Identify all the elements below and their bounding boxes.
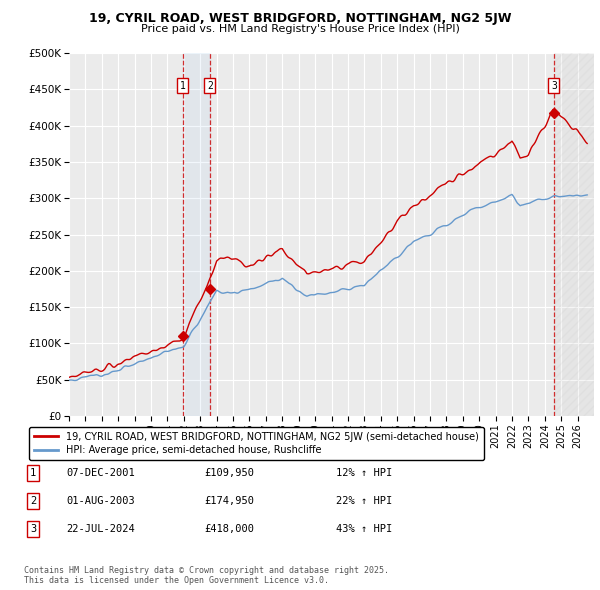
Text: 2: 2 (30, 496, 36, 506)
Text: 2: 2 (207, 81, 213, 91)
Text: 1: 1 (30, 468, 36, 478)
Bar (182, 53, 210, 416)
Text: £174,950: £174,950 (204, 496, 254, 506)
Text: 1: 1 (180, 81, 185, 91)
Text: 22-JUL-2024: 22-JUL-2024 (66, 524, 135, 533)
Text: £418,000: £418,000 (204, 524, 254, 533)
Text: £109,950: £109,950 (204, 468, 254, 478)
Text: Contains HM Land Registry data © Crown copyright and database right 2025.
This d: Contains HM Land Registry data © Crown c… (24, 566, 389, 585)
Text: Price paid vs. HM Land Registry's House Price Index (HPI): Price paid vs. HM Land Registry's House … (140, 24, 460, 34)
Text: 22% ↑ HPI: 22% ↑ HPI (336, 496, 392, 506)
Text: 07-DEC-2001: 07-DEC-2001 (66, 468, 135, 478)
Bar (554, 53, 594, 416)
Text: 43% ↑ HPI: 43% ↑ HPI (336, 524, 392, 533)
Text: 19, CYRIL ROAD, WEST BRIDGFORD, NOTTINGHAM, NG2 5JW: 19, CYRIL ROAD, WEST BRIDGFORD, NOTTINGH… (89, 12, 511, 25)
Text: 3: 3 (30, 524, 36, 533)
Text: 01-AUG-2003: 01-AUG-2003 (66, 496, 135, 506)
Legend: 19, CYRIL ROAD, WEST BRIDGFORD, NOTTINGHAM, NG2 5JW (semi-detached house), HPI: : 19, CYRIL ROAD, WEST BRIDGFORD, NOTTINGH… (29, 427, 484, 460)
Text: 3: 3 (551, 81, 557, 91)
Text: 12% ↑ HPI: 12% ↑ HPI (336, 468, 392, 478)
